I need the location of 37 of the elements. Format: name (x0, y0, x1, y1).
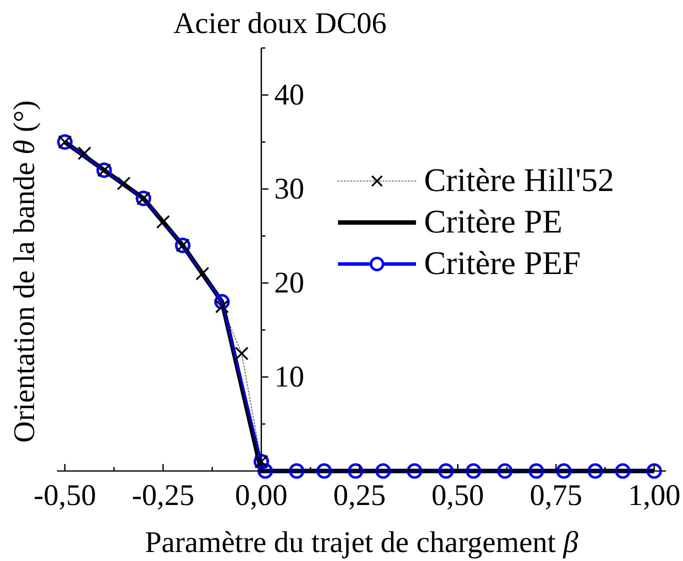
y-tick-label: 10 (274, 360, 304, 394)
y-tick-label: 20 (274, 266, 304, 300)
x-tick-label: 0,50 (432, 479, 484, 512)
x-tick-label: -0,25 (132, 479, 194, 512)
x-tick-label: 0,75 (530, 479, 582, 512)
x-tick-label: 0,00 (235, 479, 288, 512)
point (556, 463, 572, 479)
point (234, 346, 249, 360)
x-tick-label: 1,00 (628, 479, 680, 512)
point (528, 463, 544, 479)
point (116, 176, 131, 190)
x-axis-title: Paramètre du trajet de chargement β (144, 526, 578, 559)
point (497, 463, 513, 479)
point (316, 463, 332, 479)
x-tick-label: 0,25 (333, 479, 386, 512)
point (215, 300, 229, 314)
y-axis-title: Orientation de la bande θ (°) (8, 100, 40, 443)
x-tick-label: -0,50 (34, 479, 96, 512)
point (348, 463, 364, 479)
point (288, 463, 304, 479)
legend-label: Critère Hill'52 (424, 163, 614, 199)
point (156, 215, 170, 229)
legend-label: Critère PEF (424, 246, 581, 282)
point (257, 463, 273, 479)
legend-label: Critère PE (424, 204, 562, 240)
point (588, 463, 604, 479)
point (438, 463, 454, 479)
y-tick-label: 30 (274, 172, 304, 206)
point (646, 463, 662, 479)
point (375, 463, 391, 479)
point (195, 266, 210, 280)
point (466, 463, 482, 479)
point (406, 463, 422, 479)
y-tick-label: 40 (274, 78, 304, 112)
point (78, 146, 92, 160)
chart-title: Acier doux DC06 (173, 7, 387, 40)
point (615, 463, 631, 479)
